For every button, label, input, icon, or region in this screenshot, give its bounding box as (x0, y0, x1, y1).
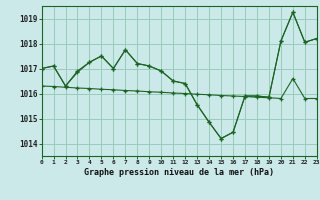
X-axis label: Graphe pression niveau de la mer (hPa): Graphe pression niveau de la mer (hPa) (84, 168, 274, 177)
